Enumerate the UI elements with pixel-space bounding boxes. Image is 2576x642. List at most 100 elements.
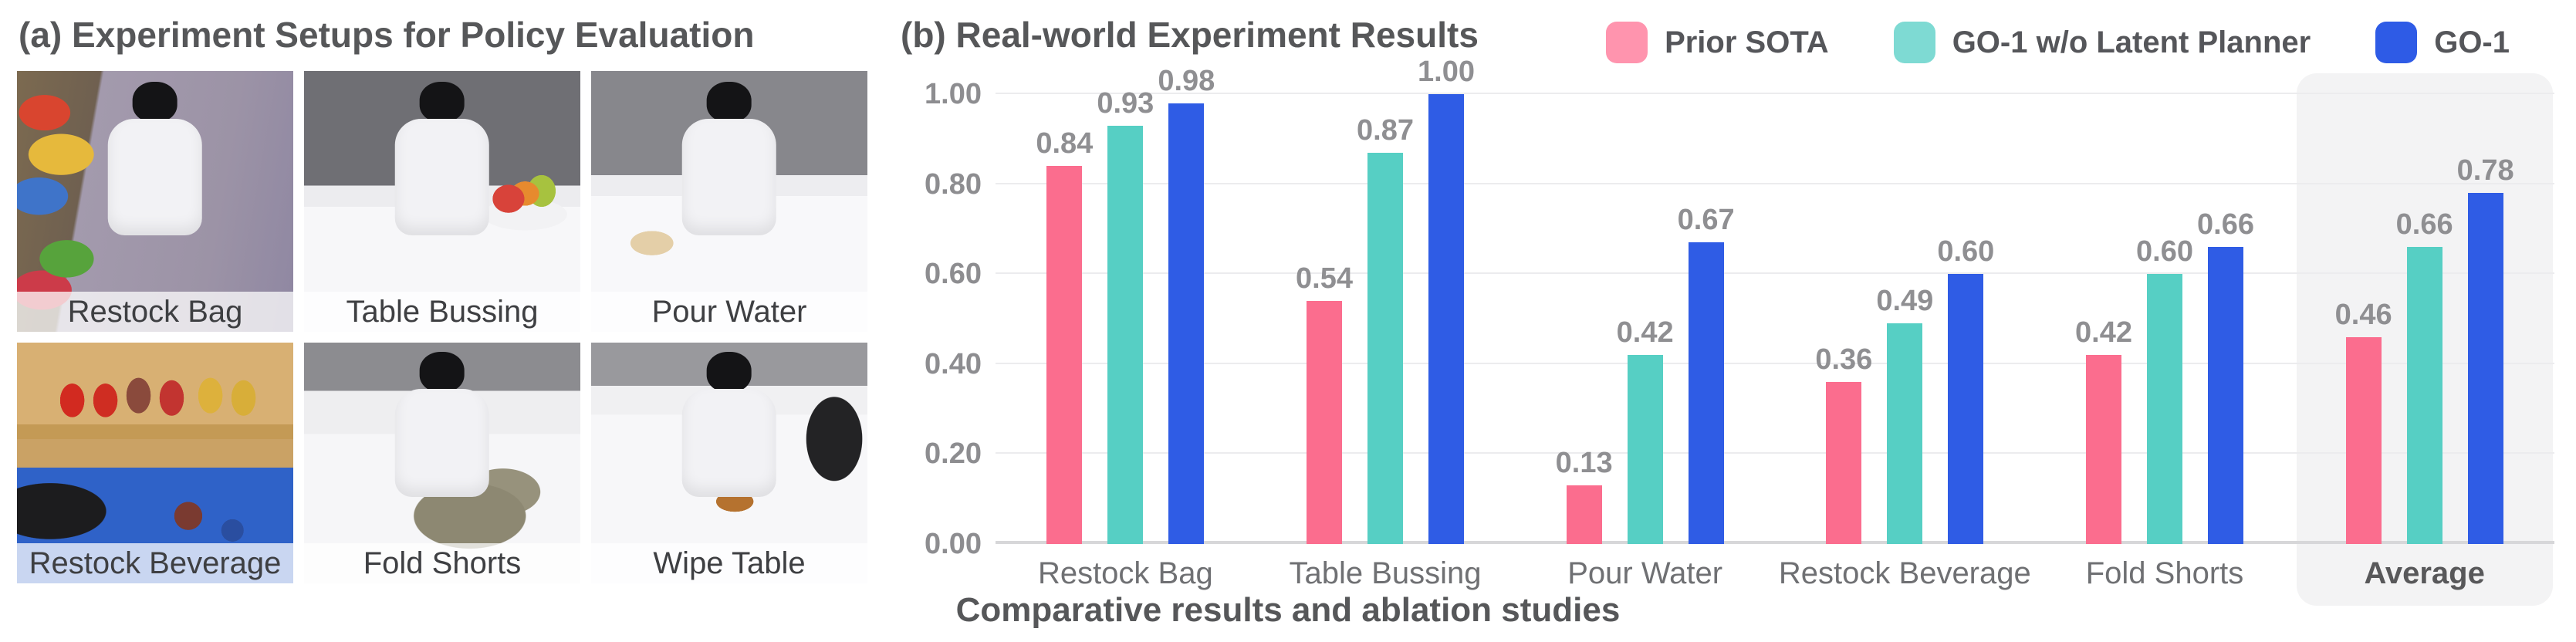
gridline xyxy=(996,452,2554,454)
bar: 0.87 xyxy=(1357,116,1414,544)
photo-tile-table-bussing: Table Bussing xyxy=(304,71,580,332)
bar-value-label: 0.84 xyxy=(1036,127,1094,160)
bar-group-restock-bag: 0.84 0.93 0.98 Restock Bag xyxy=(996,66,1256,589)
bar-value-label: 0.66 xyxy=(2197,208,2254,242)
bar-group-fold-shorts: 0.42 0.60 0.66 Fold Shorts xyxy=(2035,94,2295,589)
photo-label-band: Pour Water xyxy=(591,292,867,332)
photo-label-band: Wipe Table xyxy=(591,543,867,583)
y-tick-label: 0.20 xyxy=(925,438,982,471)
chart-legend: Prior SOTA GO-1 w/o Latent Planner GO-1 xyxy=(1606,22,2510,63)
legend-item-go-1: GO-1 xyxy=(2375,22,2510,63)
bar: 0.60 xyxy=(1937,237,1994,544)
legend-swatch xyxy=(1606,22,1648,63)
x-category-label: Table Bussing xyxy=(1289,556,1482,590)
plot-area: 0.84 0.93 0.98 Restock Bag 0.54 0.87 1.00 Table… xyxy=(996,57,2554,589)
bar-value-label: 0.98 xyxy=(1158,64,1215,97)
bar-group-average: 0.46 0.66 0.78 Average xyxy=(2294,94,2554,589)
legend-swatch xyxy=(2375,22,2418,63)
bar-group-table-bussing: 0.54 0.87 1.00 Table Bussing xyxy=(1256,57,1516,589)
robot-photo xyxy=(304,71,580,332)
bar: 0.67 xyxy=(1678,205,1735,544)
bar-value-label: 0.87 xyxy=(1357,113,1414,147)
bar-value-label: 0.49 xyxy=(1876,285,1934,318)
gridline xyxy=(996,93,2554,94)
photo-label: Table Bussing xyxy=(346,295,539,329)
legend-label: Prior SOTA xyxy=(1665,25,1829,59)
bar-value-label: 0.42 xyxy=(2075,316,2132,350)
robot-figure xyxy=(92,82,219,248)
x-category-label: Average xyxy=(2364,556,2485,590)
legend-item-prior-sota: Prior SOTA xyxy=(1606,22,1829,63)
bar: 0.46 xyxy=(2335,300,2392,544)
x-category-label: Restock Bag xyxy=(1037,556,1213,590)
photo-label: Fold Shorts xyxy=(363,546,522,580)
photo-label-band: Restock Beverage xyxy=(17,543,293,583)
x-category-label: Pour Water xyxy=(1567,556,1723,590)
bar: 1.00 xyxy=(1418,57,1475,544)
y-tick-label: 0.60 xyxy=(925,258,982,291)
x-category-label: Fold Shorts xyxy=(2085,556,2244,590)
bar: 0.66 xyxy=(2396,210,2453,544)
bar: 0.78 xyxy=(2457,156,2514,544)
x-axis-line xyxy=(996,541,2554,544)
bar-value-label: 0.93 xyxy=(1097,86,1154,120)
photo-tile-restock-beverage: Restock Beverage xyxy=(17,343,293,583)
x-category-label: Restock Beverage xyxy=(1778,556,2031,590)
gridline xyxy=(996,362,2554,364)
y-tick-label: 0.00 xyxy=(925,528,982,560)
bar-value-label: 0.60 xyxy=(1937,235,1995,269)
bar: 0.54 xyxy=(1296,264,1353,544)
bar-value-label: 0.67 xyxy=(1677,204,1735,237)
bar: 0.98 xyxy=(1158,66,1215,544)
photo-grid: Restock Bag Table Bussing Pour Water Res… xyxy=(17,71,870,583)
y-tick-label: 1.00 xyxy=(925,78,982,110)
bar-value-label: 1.00 xyxy=(1418,56,1475,88)
photo-label: Restock Bag xyxy=(67,295,243,329)
y-tick-label: 0.40 xyxy=(925,347,982,380)
legend-swatch xyxy=(1893,22,1935,63)
bar-value-label: 0.42 xyxy=(1616,316,1674,350)
panel-a-title: (a) Experiment Setups for Policy Evaluat… xyxy=(19,15,755,55)
photo-label-band: Restock Bag xyxy=(17,292,293,332)
legend-item-go-1-w-o-latent-planner: GO-1 w/o Latent Planner xyxy=(1893,22,2311,63)
photo-tile-restock-bag: Restock Bag xyxy=(17,71,293,332)
bar-value-label: 0.54 xyxy=(1296,262,1353,296)
panel-b-title: (b) Real-world Experiment Results xyxy=(901,15,1479,55)
y-tick-label: 0.80 xyxy=(925,167,982,201)
robot-photo xyxy=(17,71,293,332)
photo-label-band: Fold Shorts xyxy=(304,543,580,583)
photo-label: Restock Beverage xyxy=(29,546,282,580)
photo-label: Pour Water xyxy=(651,295,807,329)
photo-tile-wipe-table: Wipe Table xyxy=(591,343,867,583)
legend-label: GO-1 xyxy=(2434,25,2510,59)
robot-figure xyxy=(379,82,506,248)
bar-value-label: 0.13 xyxy=(1555,447,1613,480)
bar: 0.93 xyxy=(1097,89,1154,544)
robot-figure xyxy=(379,352,506,506)
bar: 0.36 xyxy=(1815,345,1872,544)
gridline xyxy=(996,272,2554,275)
bar: 0.42 xyxy=(1617,318,1674,544)
bar: 0.60 xyxy=(2136,237,2193,544)
bar-value-label: 0.36 xyxy=(1815,343,1873,377)
bar-value-label: 0.78 xyxy=(2456,154,2514,188)
bar: 0.42 xyxy=(2075,318,2132,544)
bar-group-restock-beverage: 0.36 0.49 0.60 Restock Beverage xyxy=(1775,94,2035,589)
photo-tile-fold-shorts: Fold Shorts xyxy=(304,343,580,583)
photo-tile-pour-water: Pour Water xyxy=(591,71,867,332)
bar: 0.49 xyxy=(1876,286,1933,544)
photo-label-band: Table Bussing xyxy=(304,292,580,332)
robot-figure xyxy=(666,82,793,248)
bar-value-label: 0.66 xyxy=(2395,208,2453,242)
gridline xyxy=(996,182,2554,184)
robot-photo xyxy=(591,71,867,332)
y-axis: 0.00 0.20 0.40 0.60 0.80 1.00 xyxy=(872,79,982,559)
bar: 0.66 xyxy=(2197,210,2254,544)
chart-caption: Comparative results and ablation studies xyxy=(955,591,1621,629)
bar-group-pour-water: 0.13 0.42 0.67 Pour Water xyxy=(1515,94,1775,589)
bar: 0.84 xyxy=(1036,129,1093,544)
bar-value-label: 0.60 xyxy=(2136,235,2193,269)
bar: 0.13 xyxy=(1556,448,1613,544)
legend-label: GO-1 w/o Latent Planner xyxy=(1952,25,2311,59)
